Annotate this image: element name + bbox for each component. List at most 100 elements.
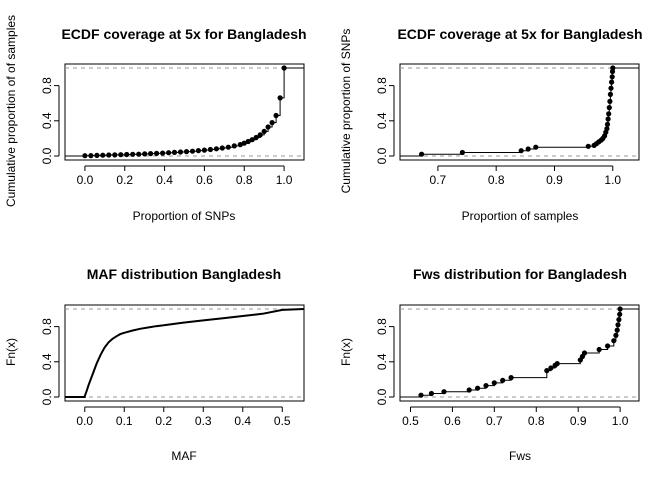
data-point [518,148,524,154]
data-point [419,151,425,157]
x-tick-label: 0.6 [196,173,213,187]
x-tick-label: 1.0 [612,414,629,428]
data-point [585,143,591,149]
panel-4-xlabel: Fws [509,449,531,463]
panel-3-ylabel: Fn(x) [4,338,18,366]
x-tick-label: 0.1 [116,414,133,428]
plot-frame [399,304,640,402]
data-point [231,143,237,149]
data-point [611,338,617,344]
data-point [614,327,620,333]
data-point [277,95,283,101]
data-point [418,392,424,398]
data-point [607,91,614,97]
panel-4-plot-area: 0.5 0.6 0.7 0.8 0.9 1.0 0.0 0.4 0.8 [375,304,640,428]
data-point [82,153,88,159]
data-point [249,137,255,143]
data-point [607,98,613,104]
data-point [189,148,196,154]
panel-1-xlabel: Proportion of SNPs [133,209,236,223]
panel-2-xlabel: Proportion of samples [462,209,579,223]
x-tick-label: 0.2 [155,414,172,428]
data-point [483,383,489,389]
panel-3-title: MAF distribution Bangladesh [87,266,281,282]
data-point [610,65,616,71]
x-tick-label: 0.5 [402,414,419,428]
data-point [605,343,611,349]
panel-3-xlabel: MAF [171,449,196,463]
data-point [466,387,472,393]
x-tick-label: 1.0 [276,173,293,187]
data-point [124,151,130,158]
y-tick-label: 0.8 [375,318,389,335]
data-point [118,152,124,158]
data-point [554,361,560,367]
data-point [459,149,465,156]
data-point [581,350,588,356]
data-point [88,153,94,159]
y-tick-label: 0.0 [40,147,54,164]
data-point [273,112,279,119]
data-point [154,150,160,156]
data-point [500,377,506,383]
data-point [261,128,267,134]
x-tick-label: 0.8 [528,414,545,428]
data-point [615,322,621,328]
data-point [548,365,554,371]
data-point [596,346,602,353]
y-tick-label: 0.4 [375,112,389,129]
x-tick-label: 0.0 [77,173,94,187]
x-tick-label: 0.8 [488,173,505,187]
y-tick-label: 0.4 [375,353,389,370]
y-tick-label: 0.0 [375,147,389,164]
data-point [245,138,251,145]
data-point [508,375,514,381]
data-point [177,149,184,155]
data-point [617,311,623,317]
data-point [613,332,619,338]
x-tick-label: 0.3 [195,414,212,428]
data-point [604,121,611,127]
data-point [195,148,201,154]
data-point [219,145,225,151]
x-tick-label: 0.9 [546,173,563,187]
panel-2-ylabel: Cumulative proportion of SNPs [339,29,353,194]
panel-ecdf-samples: ECDF coverage at 5x for Bangladesh Propo… [339,26,643,223]
x-tick-label: 0.7 [486,414,503,428]
data-point [606,111,612,117]
data-point [616,317,622,323]
data-point [106,152,112,158]
panel-maf-distribution: MAF distribution Bangladesh MAF Fn(x) 0.… [4,266,305,463]
ecdf-step-line [400,308,639,398]
data-point [608,85,614,91]
panel-fws-distribution: Fws distribution for Bangladesh Fws Fn(x… [339,266,640,463]
data-point [183,149,190,155]
panel-4-title: Fws distribution for Bangladesh [413,266,627,282]
panel-2-title: ECDF coverage at 5x for Bangladesh [397,26,642,42]
x-tick-label: 0.7 [430,173,447,187]
y-tick-label: 0.8 [40,77,54,94]
data-point [112,152,118,158]
data-point [605,116,611,122]
x-tick-label: 0.6 [444,414,461,428]
x-tick-label: 0.4 [234,414,251,428]
plot-frame [399,63,640,161]
x-tick-label: 0.4 [156,173,173,187]
ecdf-step-line [65,67,304,157]
panel-1-title: ECDF coverage at 5x for Bangladesh [61,26,306,42]
data-point [606,105,612,111]
ecdf-curve [65,308,305,398]
data-point [609,79,615,85]
data-point [171,149,178,155]
data-point [166,150,172,156]
x-tick-label: 0.0 [76,414,93,428]
data-point [265,124,271,130]
panel-1-ylabel: Cumulative proportion of of samples [4,15,18,207]
data-point [225,144,231,150]
x-tick-label: 0.9 [570,414,587,428]
data-point [281,65,287,71]
y-tick-label: 0.0 [375,388,389,405]
data-point [160,150,166,156]
data-point [237,142,243,148]
